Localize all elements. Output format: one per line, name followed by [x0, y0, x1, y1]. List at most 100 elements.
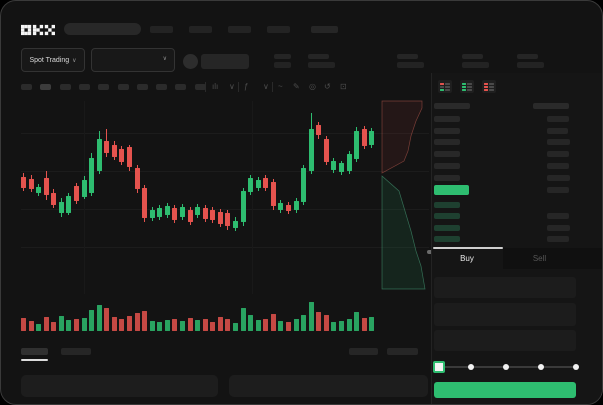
bottom-tab[interactable]: [61, 348, 91, 355]
orderbook-asks-icon[interactable]: [482, 80, 496, 93]
ticker-stat-label: [397, 54, 418, 59]
timeframe-chip[interactable]: [175, 84, 187, 90]
bid-row[interactable]: [431, 234, 578, 244]
okx-logo[interactable]: [21, 23, 55, 36]
timeframe-chip[interactable]: [21, 84, 32, 90]
nav-item[interactable]: [150, 26, 173, 33]
timeframe-chip[interactable]: [156, 84, 168, 90]
ticker-stat-value: [462, 62, 489, 68]
indicators-icon[interactable]: ƒ: [244, 82, 249, 91]
candle-body: [278, 203, 284, 210]
slider-percent-dot[interactable]: [573, 364, 579, 370]
ask-row[interactable]: [431, 149, 578, 159]
bid-price-bar: [434, 202, 460, 208]
book-icon-cell: [484, 85, 488, 88]
orderbook-bids-icon[interactable]: [460, 80, 474, 93]
orderbook-combined-icon[interactable]: [438, 80, 452, 93]
volume-bar: [217, 317, 223, 331]
draw-icon[interactable]: ✎: [293, 82, 300, 91]
account-button[interactable]: [201, 54, 249, 69]
last-price-highlight: [434, 185, 469, 195]
slider-percent-dot[interactable]: [538, 364, 544, 370]
timeframe-chip[interactable]: [40, 84, 52, 90]
ask-size-bar: [547, 162, 569, 169]
candle-body: [316, 125, 322, 135]
trading-mode-dropdown[interactable]: Spot Trading ∨: [21, 48, 85, 72]
bottom-action-button[interactable]: [387, 348, 418, 355]
book-icon-row: [484, 85, 494, 88]
chevron-down-icon: ∨: [162, 56, 167, 62]
book-icon-row: [462, 88, 472, 91]
line-tool-icon[interactable]: ~: [278, 82, 283, 91]
depth-chart: [379, 96, 431, 296]
candlestick-style-icon[interactable]: ılı: [212, 82, 219, 91]
volume-bar: [73, 319, 79, 331]
ask-size-bar: [547, 174, 570, 181]
ticker-stat-label: [308, 54, 329, 59]
book-icon-line: [445, 88, 450, 91]
chevron-down-icon[interactable]: ∨: [263, 82, 269, 91]
bid-row[interactable]: [431, 223, 578, 233]
tab-sell[interactable]: Sell: [503, 249, 576, 268]
ask-row[interactable]: [431, 114, 578, 124]
amount-slider-handle[interactable]: [433, 361, 445, 373]
price-field[interactable]: [434, 277, 576, 298]
book-icon-line: [445, 82, 450, 85]
timeframe-chip[interactable]: [117, 84, 129, 90]
bottom-tab[interactable]: [21, 348, 48, 355]
nav-item[interactable]: [189, 26, 212, 33]
depth-bids-area: [381, 175, 426, 290]
total-field[interactable]: [434, 330, 576, 351]
candle-body: [263, 178, 269, 188]
timeframe-chip[interactable]: [136, 84, 148, 90]
book-icon-row: [462, 82, 472, 85]
volume-bar: [331, 322, 337, 331]
search-input[interactable]: [64, 23, 141, 35]
candle-body: [255, 180, 261, 188]
ask-row[interactable]: [431, 137, 578, 147]
volume-bar: [202, 319, 208, 331]
avatar[interactable]: [183, 54, 198, 69]
book-icon-cell: [440, 85, 444, 88]
ask-row[interactable]: [431, 173, 578, 183]
candle-body: [232, 221, 238, 228]
slider-percent-dot[interactable]: [468, 364, 474, 370]
timeframe-chip[interactable]: [98, 84, 110, 90]
candle-body: [354, 131, 360, 159]
pair-selector-dropdown[interactable]: ∨: [91, 48, 175, 72]
buy-submit-button[interactable]: [434, 382, 576, 398]
candle-body: [270, 182, 276, 206]
candle-body: [172, 208, 178, 220]
bid-row[interactable]: [431, 200, 578, 210]
slider-percent-dot[interactable]: [503, 364, 509, 370]
ticker-stat-value: [517, 62, 544, 68]
chevron-down-icon[interactable]: ∨: [229, 82, 235, 91]
nav-item[interactable]: [228, 26, 251, 33]
last-price-row[interactable]: [431, 184, 578, 196]
candle-body: [28, 179, 34, 189]
candle-body: [369, 131, 375, 145]
volume-bar: [66, 320, 72, 331]
candlestick-chart[interactable]: [21, 101, 377, 296]
volume-bar: [369, 317, 375, 331]
timeframe-chip[interactable]: [59, 84, 71, 90]
chart-gridline-v: [252, 101, 253, 294]
bottom-action-button[interactable]: [349, 348, 378, 355]
volume-bar: [172, 319, 178, 331]
ask-row[interactable]: [431, 126, 578, 136]
bid-row[interactable]: [431, 211, 578, 221]
nav-item-extra[interactable]: [311, 26, 338, 33]
ask-row[interactable]: [431, 161, 578, 171]
candle-body: [210, 210, 216, 220]
timeframe-chip[interactable]: [78, 84, 90, 90]
timeframe-chip[interactable]: [194, 84, 206, 90]
amount-field[interactable]: [434, 303, 576, 326]
camera-icon[interactable]: ◎: [309, 82, 316, 91]
undo-icon[interactable]: ↺: [324, 82, 331, 91]
fullscreen-icon[interactable]: ⊡: [340, 82, 347, 91]
nav-item[interactable]: [267, 26, 290, 33]
tab-buy[interactable]: Buy: [431, 249, 503, 268]
volume-bar: [232, 323, 238, 331]
volume-bar: [119, 319, 125, 331]
